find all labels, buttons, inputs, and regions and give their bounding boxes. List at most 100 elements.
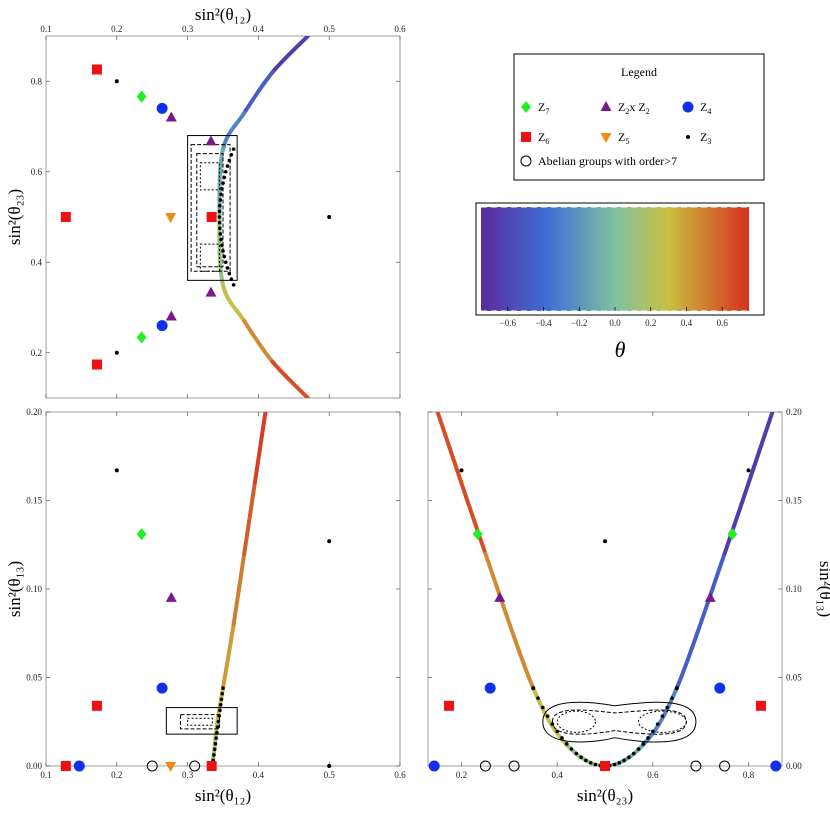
- point-z4: [484, 682, 496, 694]
- fit-dot: [588, 761, 593, 765]
- fit-dot: [545, 714, 550, 718]
- point-z3: [327, 764, 332, 768]
- x-axis-label: sin²(θ₁₂): [195, 5, 251, 24]
- curve-segment: [221, 110, 247, 152]
- fit-dot: [665, 705, 669, 710]
- y-tick-label: 0.2: [31, 348, 42, 358]
- y-axis-label: sin²(θ₂₃): [5, 189, 24, 245]
- x-tick-label: 0.4: [552, 770, 564, 780]
- fit-dot: [225, 164, 230, 168]
- sigma1-box-upper: [199, 162, 220, 191]
- point-z2xz2: [494, 591, 506, 602]
- curve-segment: [270, 36, 310, 75]
- point-z7: [727, 528, 738, 541]
- point-abeliangroupswithorder>7: [719, 760, 731, 772]
- point-z3: [114, 79, 119, 84]
- plot-frame: [45, 411, 401, 767]
- fit-dot: [219, 697, 224, 702]
- fit-dot: [660, 714, 665, 718]
- point-z6: [444, 700, 455, 711]
- fit-dot: [220, 691, 225, 696]
- legend-label: Z4: [700, 100, 711, 116]
- fit-dot: [536, 696, 540, 700]
- sigma3-box: [165, 707, 238, 735]
- curve-segment: [221, 622, 236, 691]
- x-tick-label: 0.3: [182, 24, 194, 34]
- colorbar-gradient: [481, 207, 749, 311]
- x-axis-label: sin²(θ₂₃): [577, 786, 633, 805]
- point-abeliangroupswithorder>7: [508, 760, 520, 772]
- legend-marker-abelian: [520, 155, 532, 167]
- x-tick-label: 0.4: [253, 24, 265, 34]
- legend-marker-z5: [600, 133, 612, 143]
- point-z3: [327, 215, 332, 219]
- point-z3: [114, 350, 119, 355]
- data-points: [60, 468, 332, 772]
- legend-marker-z7: [521, 101, 531, 113]
- fit-dot: [227, 271, 232, 276]
- point-abeliangroupswithorder>7: [189, 760, 201, 772]
- y-tick-label: 0.10: [786, 584, 802, 594]
- colorbar-label: θ: [615, 337, 626, 362]
- curve-segment: [531, 686, 569, 747]
- fit-dot: [218, 198, 223, 202]
- fit-dot: [219, 192, 223, 197]
- legend-label: Abelian groups with order>7: [538, 154, 677, 168]
- y-tick-label: 0.20: [26, 407, 42, 417]
- point-z2xz2: [165, 111, 177, 122]
- fit-dot: [584, 758, 588, 763]
- x-tick-label: 0.6: [394, 24, 406, 34]
- point-z2xz2: [165, 310, 177, 321]
- curve-segment: [483, 551, 536, 691]
- point-z6: [91, 64, 102, 75]
- point-z5: [165, 213, 177, 223]
- colorbar-tick-label: −0.4: [535, 318, 552, 328]
- fit-dot: [641, 742, 646, 746]
- x-tick-label: 0.1: [40, 24, 51, 34]
- y-tick-label: 0.15: [786, 496, 802, 506]
- point-z6: [755, 700, 766, 711]
- point-z5: [165, 762, 177, 772]
- y-tick-label: 0.20: [786, 407, 802, 417]
- point-z7: [136, 90, 147, 103]
- y-tick-label: 0.6: [31, 167, 43, 177]
- fit-dot: [218, 203, 222, 208]
- point-z3: [603, 539, 607, 544]
- x-tick-label: 0.1: [40, 770, 51, 780]
- fit-dot: [218, 232, 223, 236]
- point-z4: [428, 760, 440, 772]
- x-tick-label: 0.4: [253, 770, 265, 780]
- x-tick-label: 0.3: [182, 770, 194, 780]
- fit-dot: [617, 761, 622, 765]
- point-z3: [674, 686, 679, 691]
- fit-dot: [627, 755, 631, 760]
- panel-top-left: 0.1 0.2 0.3 0.4 0.5 0.6 0.2 0.4 0.6 0.8 sin²(θ₁₂) s…: [5, 5, 406, 399]
- plot-frame: [427, 411, 783, 767]
- data-points: [428, 468, 782, 772]
- legend-label: Z6: [538, 130, 549, 146]
- fit-dot: [541, 705, 545, 710]
- legend-box: [513, 53, 765, 181]
- colorbar-tick-label: −0.6: [500, 318, 517, 328]
- point-z7: [136, 528, 147, 541]
- y-axis-label: sin²(θ₁₃): [5, 561, 24, 617]
- fit-dot: [646, 736, 650, 740]
- curve-segment: [242, 480, 257, 556]
- point-z6: [206, 212, 217, 222]
- curve-segment: [674, 551, 727, 691]
- fit-dot: [223, 260, 228, 265]
- sigma2-inner-box: [196, 153, 224, 268]
- x-tick-label: 0.6: [647, 770, 659, 780]
- curve-segment: [641, 686, 679, 747]
- point-z4: [156, 682, 168, 694]
- x-tick-label: 0.5: [324, 24, 336, 34]
- fit-dot: [223, 169, 228, 174]
- plot-frame: [45, 35, 401, 399]
- x-tick-label: 0.6: [394, 770, 406, 780]
- fit-dot: [225, 266, 230, 270]
- y-tick-label: 0.05: [26, 673, 42, 683]
- fit-dot: [215, 730, 219, 735]
- fit-dot: [631, 751, 636, 756]
- colorbar-tick-label: 0.4: [681, 318, 693, 328]
